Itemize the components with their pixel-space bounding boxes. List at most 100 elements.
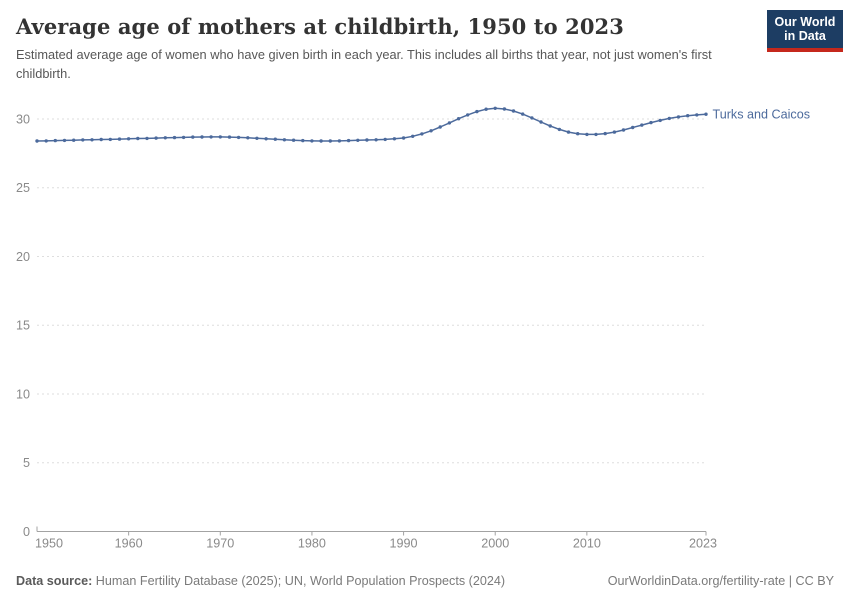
data-point: [136, 136, 140, 141]
data-point: [438, 125, 442, 129]
data-point: [246, 136, 250, 140]
x-tick-label-1950: 1950: [35, 537, 63, 551]
data-point: [566, 130, 571, 134]
data-source-value: Human Fertility Database (2025); UN, Wor…: [92, 573, 506, 588]
data-point: [365, 138, 369, 142]
data-source-text: Data source: Human Fertility Database (2…: [16, 574, 505, 589]
data-point: [99, 137, 103, 142]
series-label: Turks and Caicos: [713, 108, 811, 122]
data-point: [530, 116, 534, 120]
data-point: [181, 135, 186, 140]
data-point: [502, 107, 507, 111]
data-point: [90, 138, 94, 142]
data-point: [695, 113, 699, 117]
data-point: [475, 109, 479, 114]
data-point: [548, 124, 552, 128]
data-point: [236, 135, 241, 140]
data-source-label: Data source:: [16, 573, 93, 588]
owid-logo-line2: in Data: [784, 29, 826, 43]
data-point: [539, 120, 543, 124]
data-point: [456, 117, 461, 121]
footer-link[interactable]: OurWorldinData.org/fertility-rate | CC B…: [607, 573, 834, 588]
data-point: [585, 132, 589, 137]
y-tick-label-0: 0: [23, 525, 30, 539]
chart-header: Average age of mothers at childbirth, 19…: [0, 0, 850, 84]
data-point: [374, 138, 378, 142]
data-point: [200, 135, 204, 139]
data-point: [218, 135, 222, 139]
chart-title: Average age of mothers at childbirth, 19…: [16, 14, 624, 39]
data-point: [255, 136, 259, 140]
data-point: [420, 132, 424, 136]
data-point: [172, 135, 177, 140]
data-point: [401, 136, 406, 140]
data-point: [62, 138, 67, 143]
x-tick-label-2000: 2000: [481, 537, 509, 551]
data-point: [594, 132, 598, 137]
data-point: [631, 125, 635, 130]
line-chart: 0 5 10 15 20 25 30 1950 1960 1970 1980 1990 2000 2010…: [16, 106, 811, 551]
data-point: [108, 137, 113, 142]
data-point: [81, 138, 85, 142]
data-point: [667, 116, 671, 121]
owid-logo[interactable]: Our World in Data: [767, 10, 843, 52]
data-line: [36, 107, 707, 142]
y-tick-label-25: 25: [16, 181, 30, 195]
data-point: [72, 138, 76, 142]
data-point: [466, 113, 470, 117]
data-point: [686, 114, 690, 118]
y-tick-label-10: 10: [16, 387, 30, 401]
y-tick-label-20: 20: [16, 250, 30, 264]
data-point: [411, 134, 415, 138]
y-tick-label-30: 30: [16, 112, 30, 126]
data-point: [126, 137, 131, 141]
data-point: [511, 109, 516, 113]
data-point: [209, 135, 213, 139]
data-point: [310, 139, 314, 143]
data-point: [227, 135, 232, 139]
data-point: [319, 139, 323, 143]
data-point: [264, 137, 268, 141]
data-point: [273, 137, 277, 141]
data-point: [346, 138, 351, 143]
x-tick-label-2023: 2023: [689, 537, 717, 551]
data-point: [337, 139, 342, 143]
y-tick-label-15: 15: [16, 319, 30, 333]
x-tick-label-1960: 1960: [115, 537, 143, 551]
data-point: [191, 135, 195, 139]
data-point: [154, 136, 158, 140]
data-point: [301, 138, 305, 143]
owid-logo-line1: Our World: [774, 14, 836, 29]
data-point: [44, 139, 48, 143]
data-point: [612, 130, 617, 134]
data-point: [484, 107, 488, 111]
data-point: [576, 132, 580, 136]
data-point: [356, 138, 360, 142]
data-point: [658, 118, 662, 123]
chart-footer: Data source: Human Fertility Database (2…: [16, 574, 834, 589]
chart-subtitle: Estimated average age of women who have …: [16, 47, 712, 82]
data-point: [145, 136, 149, 141]
x-tick-label-1980: 1980: [298, 537, 326, 551]
data-point: [35, 139, 39, 143]
data-point: [621, 128, 626, 132]
x-tick-label-1990: 1990: [390, 537, 418, 551]
data-point: [392, 137, 397, 141]
data-point: [282, 138, 287, 142]
x-tick-label-2010: 2010: [573, 537, 601, 551]
data-point: [447, 121, 452, 125]
y-tick-label-5: 5: [23, 456, 30, 470]
data-point: [676, 115, 681, 119]
data-point: [704, 112, 708, 116]
x-tick-label-1970: 1970: [206, 537, 234, 551]
data-point: [429, 129, 433, 133]
data-point: [640, 123, 644, 127]
data-point: [291, 138, 296, 142]
data-point: [493, 106, 497, 110]
data-point: [649, 120, 653, 125]
data-point: [328, 139, 332, 143]
data-point: [53, 138, 57, 143]
data-point: [521, 112, 525, 116]
data-point: [117, 137, 122, 141]
